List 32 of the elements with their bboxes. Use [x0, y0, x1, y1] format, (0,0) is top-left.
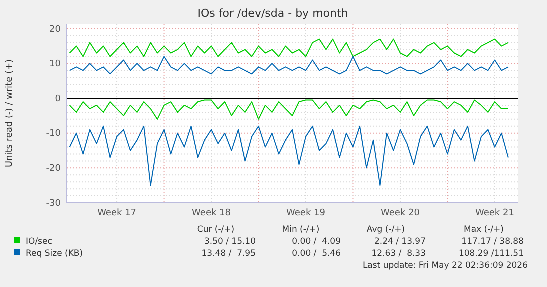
y-tick-label: -30	[46, 198, 62, 209]
legend-label: Req Size (KB)	[26, 249, 84, 259]
line-series	[69, 38, 509, 58]
x-tick-label: Week 20	[380, 208, 420, 218]
text: 0.00 / 4.09	[292, 237, 341, 247]
text: 117.17 / 38.88	[462, 237, 524, 247]
line-series	[69, 100, 509, 120]
chart-title: IOs for /dev/sda - by month	[198, 7, 348, 20]
legend-label: IO/sec	[26, 237, 53, 247]
x-tick-label: Week 19	[286, 208, 326, 218]
y-axis-title: Units read (-) / write (+)	[5, 59, 15, 168]
text: Min (-/+)	[282, 225, 320, 235]
x-tick-label: Week 17	[98, 208, 137, 218]
text: Cur (-/+)	[197, 225, 235, 235]
text: Max (-/+)	[464, 225, 504, 235]
y-tick-label: 20	[50, 24, 62, 35]
y-tick-label: 0	[55, 94, 62, 104]
text: Last update: Fri May 22 02:36:09 2026	[362, 261, 528, 271]
text: 0.00 / 5.46	[292, 249, 341, 259]
x-tick-label: Week 21	[475, 208, 514, 218]
text: 108.29 /111.51	[458, 249, 524, 259]
text: 2.24 / 13.97	[374, 237, 426, 247]
text: 3.50 / 15.10	[204, 237, 256, 247]
text: 13.48 / 7.95	[202, 249, 256, 259]
text: 12.63 / 8.33	[372, 249, 426, 259]
line-series	[69, 56, 509, 75]
y-tick-label: -20	[46, 164, 62, 174]
line-series	[69, 126, 509, 186]
text: Avg (-/+)	[366, 225, 406, 235]
y-tick-label: -10	[46, 129, 62, 140]
y-tick-label: 10	[50, 60, 62, 70]
x-tick-label: Week 18	[192, 208, 232, 218]
